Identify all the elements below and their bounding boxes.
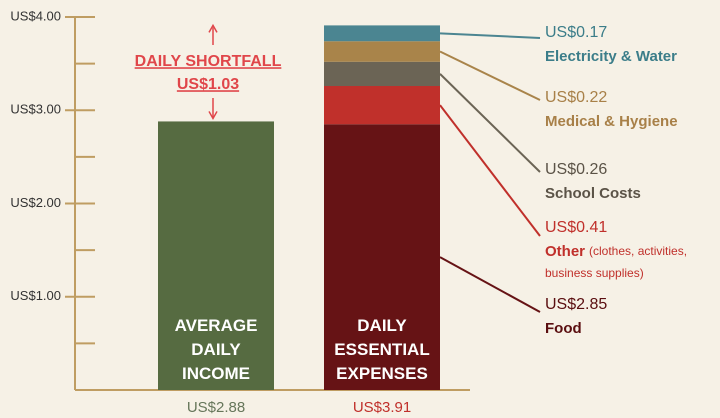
y-tick-label: US$2.00 [10, 195, 61, 210]
arrowhead [208, 23, 218, 33]
leader-line [439, 256, 541, 313]
segment-name: Food [545, 320, 582, 337]
segment-value: US$0.22 [545, 89, 607, 106]
bar-segment [324, 86, 440, 125]
segment-value: US$2.85 [545, 296, 607, 313]
leader-line [439, 104, 541, 237]
bar-segment [324, 124, 440, 391]
bar-total-label: US$3.91 [353, 399, 411, 416]
segment-name: Other [545, 243, 585, 260]
bar-label: AVERAGE DAILY INCOME [174, 316, 258, 383]
segment-name: Electricity & Water [545, 48, 677, 65]
y-tick-label: US$1.00 [10, 288, 61, 303]
arrowhead [208, 111, 218, 120]
bar-segment [324, 61, 440, 87]
leader-line [439, 32, 541, 39]
annotation-value: US$1.03 [177, 76, 239, 93]
bar-segment [324, 25, 440, 42]
bar [158, 121, 274, 390]
bar-segment [324, 41, 440, 62]
bar-value-label: US$2.88 [187, 399, 245, 416]
segment-name: Medical & Hygiene [545, 113, 678, 130]
y-tick-label: US$4.00 [10, 8, 61, 23]
bar-label: DAILY ESSENTIAL EXPENSES [334, 316, 430, 383]
segment-value: US$0.17 [545, 24, 607, 41]
y-tick-label: US$3.00 [10, 102, 61, 117]
annotation-label: DAILY SHORTFALL [135, 53, 282, 70]
segment-value: US$0.41 [545, 219, 607, 236]
segment-detail: (clothes, activities, business supplies) [545, 244, 690, 280]
segment-name: School Costs [545, 185, 641, 202]
leader-line [439, 50, 541, 101]
segment-value: US$0.26 [545, 161, 607, 178]
leader-line [439, 73, 541, 173]
